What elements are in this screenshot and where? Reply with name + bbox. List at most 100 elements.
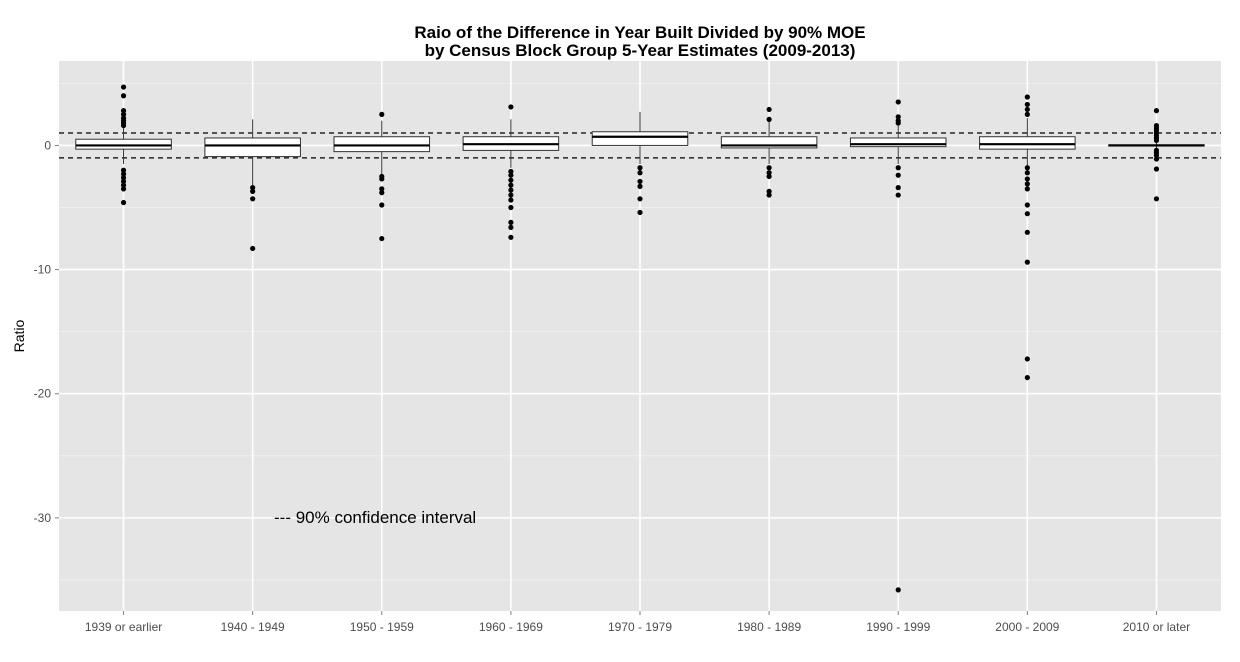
x-tick-label: 2010 or later bbox=[1123, 620, 1190, 634]
outlier-point bbox=[1024, 111, 1030, 117]
y-tick-label: -30 bbox=[34, 511, 52, 525]
outlier-point bbox=[120, 108, 127, 114]
outlier-point bbox=[379, 176, 385, 182]
outlier-point bbox=[1153, 137, 1160, 144]
outlier-point bbox=[120, 93, 127, 99]
outlier-point bbox=[120, 178, 127, 185]
box bbox=[849, 137, 947, 148]
x-tick-label: 1970 - 1979 bbox=[608, 620, 672, 634]
outlier-point bbox=[1024, 165, 1030, 171]
outlier-point bbox=[637, 209, 643, 216]
outlier-point bbox=[379, 235, 385, 242]
box bbox=[979, 136, 1076, 150]
y-tick-label: 0 bbox=[44, 138, 51, 152]
outlier-point bbox=[1024, 181, 1030, 187]
outlier-point bbox=[1024, 170, 1030, 176]
outlier-point bbox=[508, 182, 514, 188]
chart-subtitle: by Census Block Group 5-Year Estimates (… bbox=[425, 41, 856, 60]
box bbox=[333, 136, 431, 153]
y-axis-label: Ratio bbox=[11, 319, 27, 352]
outlier-point bbox=[120, 167, 127, 173]
outlier-point bbox=[379, 190, 385, 196]
outlier-point bbox=[895, 192, 901, 198]
outlier-point bbox=[1024, 374, 1030, 381]
outlier-point bbox=[766, 170, 772, 176]
outlier-point bbox=[637, 178, 643, 185]
outlier-point bbox=[1153, 152, 1160, 158]
outlier-point bbox=[766, 106, 772, 113]
box bbox=[75, 138, 172, 150]
outlier-point bbox=[508, 197, 514, 203]
outlier-point bbox=[1153, 196, 1160, 202]
box bbox=[591, 131, 689, 146]
outlier-point bbox=[508, 187, 514, 193]
x-tick-label: 1990 - 1999 bbox=[866, 620, 930, 634]
outlier-point bbox=[508, 172, 514, 178]
box-group bbox=[591, 111, 689, 216]
outlier-point bbox=[1024, 356, 1030, 362]
y-axis-ticks: 0 -10 -20 -30 bbox=[34, 138, 59, 525]
outlier-point bbox=[379, 111, 385, 117]
outlier-point bbox=[120, 111, 127, 117]
x-tick-label: 1980 - 1989 bbox=[737, 620, 801, 634]
outlier-point bbox=[1153, 108, 1160, 114]
outlier-point bbox=[1024, 211, 1030, 217]
outlier-point bbox=[895, 165, 901, 171]
outlier-point bbox=[766, 192, 772, 198]
outlier-point bbox=[766, 188, 772, 194]
outlier-point bbox=[120, 122, 127, 129]
outlier-point bbox=[1024, 106, 1030, 113]
outlier-point bbox=[508, 234, 514, 240]
box-group bbox=[333, 111, 431, 242]
box-group bbox=[1108, 108, 1205, 202]
outlier-point bbox=[120, 171, 127, 177]
outlier-point bbox=[1153, 166, 1160, 172]
outlier-point bbox=[637, 183, 643, 189]
boxes-layer bbox=[75, 84, 1205, 593]
box-group bbox=[75, 84, 172, 206]
outlier-point bbox=[250, 188, 256, 194]
outlier-point bbox=[120, 186, 127, 192]
chart-title: Raio of the Difference in Year Built Div… bbox=[414, 23, 865, 42]
outlier-point bbox=[1024, 101, 1030, 108]
x-tick-label: 1939 or earlier bbox=[85, 620, 162, 634]
y-tick-label: -20 bbox=[34, 387, 52, 401]
outlier-point bbox=[895, 99, 901, 105]
outlier-point bbox=[895, 114, 901, 120]
outlier-point bbox=[895, 587, 901, 593]
outlier-point bbox=[250, 245, 256, 252]
outlier-point bbox=[508, 177, 514, 183]
major-gridlines bbox=[59, 61, 1221, 611]
outlier-point bbox=[120, 182, 127, 188]
box-group bbox=[720, 106, 818, 198]
outlier-point bbox=[508, 204, 514, 211]
outlier-point bbox=[1024, 176, 1030, 182]
outlier-point bbox=[120, 175, 127, 181]
outlier-point bbox=[508, 192, 514, 198]
outlier-point bbox=[508, 219, 514, 225]
outlier-point bbox=[120, 199, 127, 206]
box bbox=[720, 136, 818, 149]
box bbox=[204, 137, 301, 158]
outlier-point bbox=[1024, 202, 1030, 208]
outlier-point bbox=[766, 165, 772, 171]
outlier-point bbox=[895, 185, 901, 191]
x-axis-ticks: 1939 or earlier 1940 - 1949 1950 - 1959 196… bbox=[85, 611, 1190, 634]
outlier-point bbox=[766, 116, 772, 122]
box-group bbox=[849, 99, 947, 593]
outlier-point bbox=[637, 170, 643, 176]
outlier-point bbox=[1024, 186, 1030, 192]
outlier-point bbox=[250, 185, 256, 191]
outlier-point bbox=[250, 196, 256, 202]
x-tick-label: 2000 - 2009 bbox=[995, 620, 1059, 634]
outlier-point bbox=[508, 168, 514, 175]
outlier-point bbox=[895, 172, 901, 178]
x-tick-label: 1950 - 1959 bbox=[350, 620, 414, 634]
outlier-point bbox=[508, 104, 514, 110]
outlier-point bbox=[766, 173, 772, 180]
outlier-point bbox=[1024, 94, 1030, 100]
confidence-interval-annotation: --- 90% confidence interval bbox=[274, 508, 476, 527]
outlier-point bbox=[637, 196, 643, 202]
outlier-point bbox=[1024, 259, 1030, 265]
